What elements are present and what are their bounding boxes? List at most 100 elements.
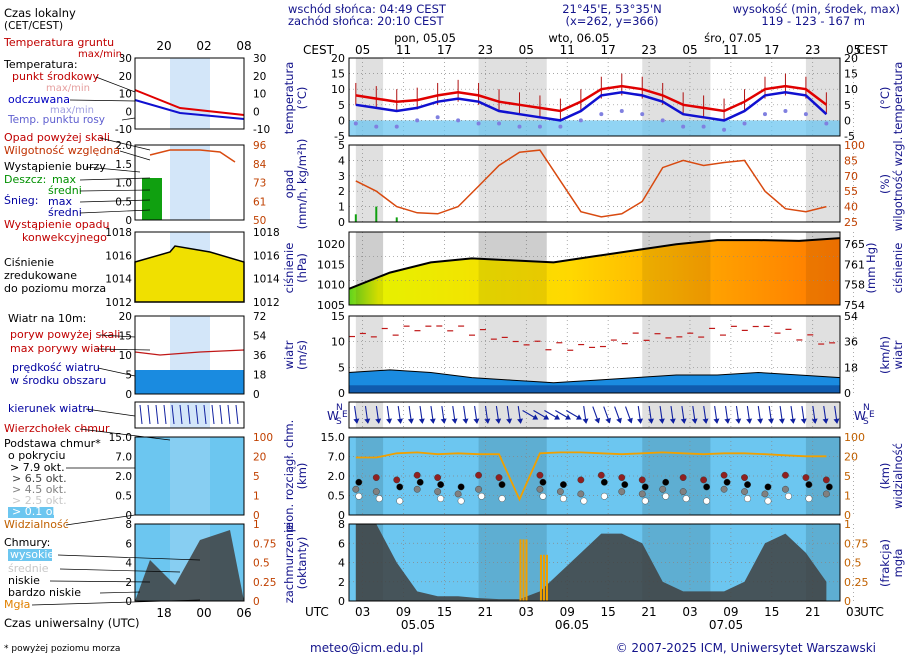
cloud-base-dot <box>536 485 544 493</box>
mini-cloud-area <box>135 530 244 601</box>
mini-y-tick: 0 <box>253 510 260 522</box>
mini-y-tick: 8 <box>125 519 132 531</box>
mini-y-tick: 0 <box>125 106 132 118</box>
dew-point-dot <box>762 112 767 117</box>
wind-arrow-head <box>637 418 644 424</box>
legend-label: Temp. punktu rosy <box>7 114 105 126</box>
y-tick-label: 2 <box>338 576 345 589</box>
y-tick-label: 1 <box>844 518 851 531</box>
cloud-base-dot <box>372 488 380 495</box>
wind-arrow-head <box>418 418 425 424</box>
mini-wind-arrow <box>211 404 215 425</box>
day-name: pon, 05.05 <box>394 31 456 45</box>
y-tick-label: 1 <box>844 490 851 503</box>
compass-label: N <box>863 403 870 413</box>
y-tick-label: 0 <box>338 509 345 522</box>
wind-arrow <box>565 410 582 420</box>
dew-point-dot <box>701 124 706 129</box>
wind-arrow <box>680 406 687 424</box>
legend-label: > 2.5 okt. <box>12 494 67 507</box>
cest-hour-tick: 17 <box>600 43 615 57</box>
cloud-base-dot <box>396 497 404 505</box>
mini-y-tick: 1014 <box>253 274 280 286</box>
y-tick-label: 5 <box>844 99 851 112</box>
cloud-base-dot <box>641 497 649 505</box>
y-tick-label: 765 <box>844 238 865 251</box>
legend-leader <box>69 99 136 102</box>
cest-hour-tick: 05 <box>355 43 370 57</box>
mini-y-tick: 5 <box>125 370 132 382</box>
legend-leader <box>85 166 141 173</box>
below-zero-fill <box>349 120 840 136</box>
utc-hour-tick: 03 <box>355 605 370 619</box>
legend-label: bardzo niskie <box>8 586 81 599</box>
y-tick-label: 25 <box>844 216 858 229</box>
wind-arrow <box>735 406 742 424</box>
wind-arrow-head <box>616 417 622 424</box>
legend-label: max/min <box>50 105 94 116</box>
cloud-base-dot <box>638 476 646 484</box>
compass-label: S <box>336 417 342 427</box>
y-tick-label: 758 <box>844 279 865 292</box>
wind-arrow <box>592 406 601 424</box>
axis-title: temperatura <box>282 62 296 135</box>
y-tick-label: 0 <box>338 595 345 608</box>
cloud-base-dot <box>475 485 482 493</box>
wind-arrow <box>658 406 665 424</box>
wind-arrow-head <box>440 418 447 424</box>
wind-arrow-head <box>576 414 582 420</box>
utc-hour-tick: 15 <box>437 605 452 619</box>
cloud-base-dot <box>764 483 772 491</box>
footnote: * powyżej poziomu morza <box>4 644 120 654</box>
dew-point-dot <box>660 118 665 123</box>
high-cloud-swatch <box>8 549 52 561</box>
wind-arrow <box>506 406 513 424</box>
mini-y-tick: 20 <box>119 311 132 323</box>
night-band <box>478 402 547 428</box>
legend-leader <box>79 189 151 192</box>
dew-point-dot <box>619 109 624 114</box>
axis-title: (mm Hg) <box>864 243 878 294</box>
fog-bar <box>545 554 548 601</box>
y-tick-label: 0 <box>338 216 345 229</box>
mini-wind-arrow <box>155 404 159 425</box>
legend-label: > 7.9 okt. <box>10 461 65 474</box>
y-tick-label: 4 <box>338 154 345 167</box>
legend-label: Widzialność <box>4 518 69 531</box>
panel-frame <box>348 231 841 306</box>
legend-leader <box>85 408 136 417</box>
mini-y-tick: 1.5 <box>115 159 132 171</box>
cloud-base-dot <box>802 474 810 481</box>
wind-arrow-head <box>778 418 785 424</box>
y-tick-label: 0 <box>844 114 851 127</box>
legend-label: do poziomu morza <box>4 282 106 295</box>
contact-email[interactable]: meteo@icm.edu.pl <box>310 641 423 655</box>
mini-y-tick: 54 <box>253 331 267 343</box>
cloud-base-dot <box>805 481 813 488</box>
precip-bar <box>395 217 398 222</box>
cloud-base-dot <box>457 483 465 491</box>
legend-leader <box>59 568 181 573</box>
y-tick-label: 20 <box>844 52 858 65</box>
mini-y-tick: 72 <box>253 311 266 323</box>
legend-leader <box>49 580 151 583</box>
mini-panel-frame <box>134 436 245 516</box>
wind-arrow-head <box>407 418 414 424</box>
fog-bar <box>525 539 528 601</box>
mini-wind-arrow <box>179 404 183 425</box>
mini-panel-bg <box>135 437 244 515</box>
cloud-base-dot <box>413 471 421 479</box>
legend-label: Temperatura gruntu <box>3 36 114 49</box>
cloud-base-dot <box>621 481 629 488</box>
dew-point-dot <box>353 121 358 126</box>
y-tick-label: 0 <box>338 387 345 400</box>
humidity-line <box>355 149 827 218</box>
legend-label: konwekcyjnego <box>22 231 107 244</box>
mini-y-tick: 1012 <box>253 297 280 309</box>
wind-arrow-head <box>484 418 491 424</box>
y-tick-label: 0 <box>844 595 851 608</box>
mini-y-tick: 0.75 <box>253 538 276 550</box>
utc-time-label: Czas uniwersalny (UTC) <box>4 616 140 630</box>
legend-label: Wystąpienie opadu <box>4 218 109 231</box>
wind-arrow <box>800 406 807 424</box>
